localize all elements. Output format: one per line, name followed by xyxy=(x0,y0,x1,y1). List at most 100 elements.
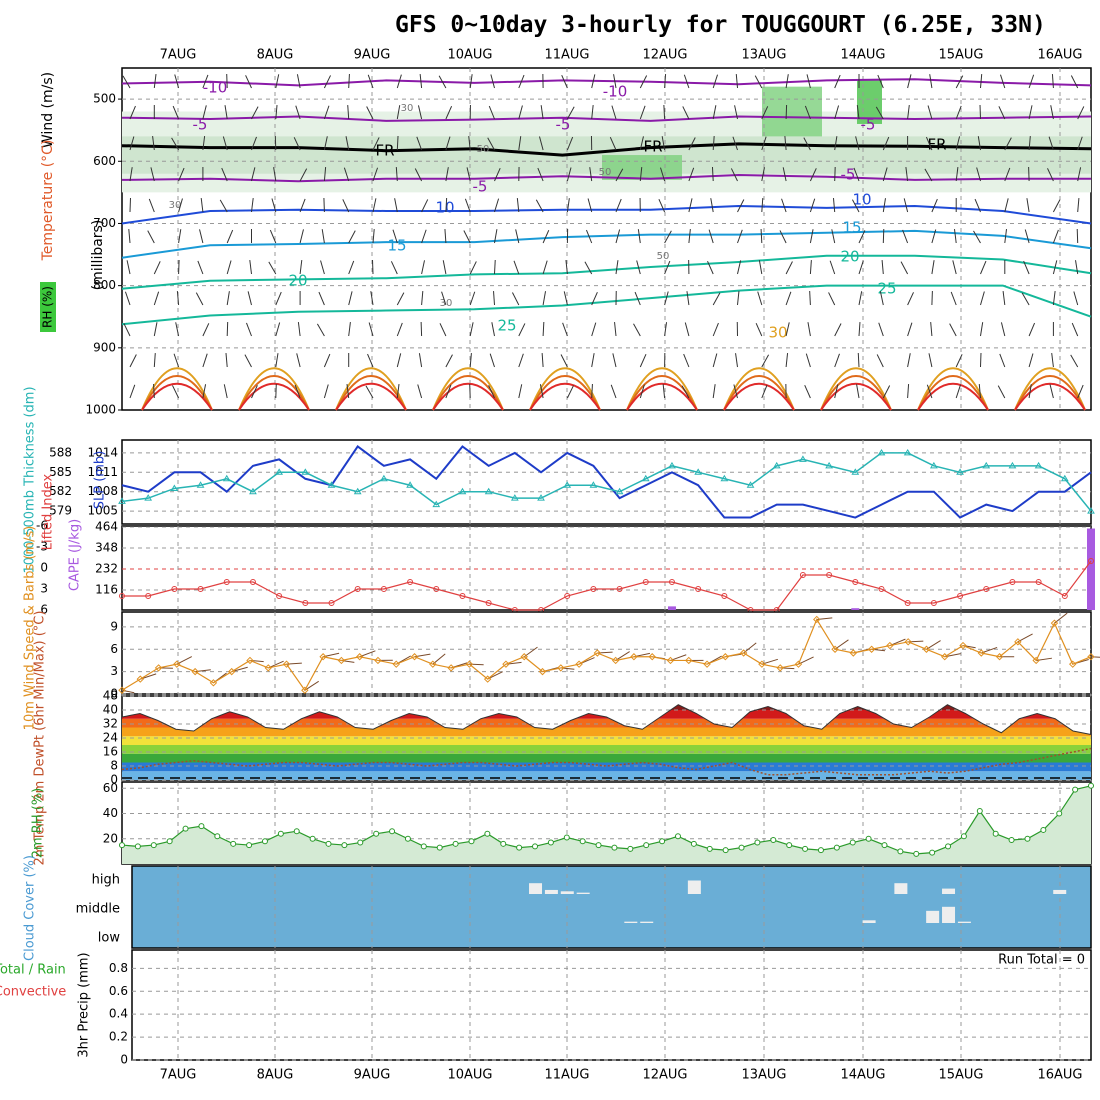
cape-tick-label: 464 xyxy=(95,520,118,534)
wind-barb xyxy=(610,384,617,399)
lifted-index-line xyxy=(122,560,1092,611)
wind-barb xyxy=(734,105,738,120)
wind-barb xyxy=(153,352,156,368)
thickness-marker xyxy=(982,461,991,469)
wind-barb xyxy=(396,292,405,306)
wind-barb xyxy=(737,229,743,244)
wind-barb xyxy=(490,74,495,89)
thickness-marker xyxy=(746,481,755,488)
panel-frame-precip xyxy=(131,949,1092,1061)
wind-speed-marker xyxy=(666,656,675,665)
warm-contour xyxy=(626,375,698,411)
wind-barb xyxy=(834,384,839,399)
thickness-marker xyxy=(1060,474,1069,482)
wind-barb xyxy=(395,166,398,182)
warm-contour xyxy=(432,375,504,411)
rh-marker xyxy=(659,838,666,845)
wind-barb xyxy=(952,260,957,275)
wind-barb xyxy=(299,198,306,213)
wind-barb xyxy=(488,385,495,399)
wind-barb xyxy=(421,229,427,244)
wind-barb xyxy=(584,261,593,275)
wind-barb xyxy=(831,229,836,244)
wind-speed-marker xyxy=(191,667,199,676)
thickness-marker xyxy=(903,448,912,456)
cloud-cover-bar xyxy=(942,906,956,923)
wind-barb xyxy=(683,353,690,368)
wind-barb xyxy=(348,260,355,275)
date-label-bottom: 15AUG xyxy=(938,1068,983,1083)
cape-bar xyxy=(1087,528,1095,610)
rh-marker xyxy=(913,850,920,857)
wind-barb xyxy=(345,136,350,151)
wind-barb-10m xyxy=(926,640,941,650)
wind-barb xyxy=(998,106,1006,120)
date-label-bottom: 10AUG xyxy=(447,1068,492,1083)
wind-barb xyxy=(275,322,281,337)
lifted-index-marker xyxy=(642,579,649,585)
rh-contour-label: 30 xyxy=(401,103,414,114)
wind-speed-marker xyxy=(118,686,126,694)
rh-marker xyxy=(643,842,650,849)
ylabel-pressure: (millibars) xyxy=(90,220,106,291)
wind-barb xyxy=(488,105,495,120)
lifted-index-marker xyxy=(904,600,911,606)
ylabel-cape: CAPE (J/kg) xyxy=(68,519,83,591)
wind-barb xyxy=(805,353,811,368)
date-label-top: 9AUG xyxy=(354,48,391,63)
ylabel-convective: Convective xyxy=(0,985,66,1000)
rh-marker xyxy=(1008,837,1015,844)
wind-barb xyxy=(491,322,495,337)
wind-speed-marker xyxy=(301,686,309,694)
wind-barb xyxy=(803,137,811,151)
thickness-marker xyxy=(720,474,729,482)
panel-frame-li xyxy=(121,525,1092,611)
wind-barb xyxy=(1028,105,1033,120)
wind-barb xyxy=(540,105,544,120)
date-label-bottom: 8AUG xyxy=(257,1068,294,1083)
contour-label: 20 xyxy=(288,272,307,290)
date-label-top: 15AUG xyxy=(938,48,983,63)
warm-contour xyxy=(432,382,504,411)
wind-speed-marker xyxy=(630,653,638,661)
wind-barb xyxy=(832,198,836,213)
wind-barb xyxy=(563,291,568,306)
rh-tick-label: 20 xyxy=(103,831,118,845)
wind-barb xyxy=(367,74,374,89)
contour-label: 25 xyxy=(497,317,516,335)
wind-speed-marker xyxy=(739,649,748,657)
wind-barb-10m xyxy=(798,656,814,665)
rh-marker xyxy=(579,838,586,845)
wind-barb xyxy=(275,105,278,120)
lifted-index-marker xyxy=(616,586,623,592)
wind-barb xyxy=(296,74,301,89)
wind-barb xyxy=(348,322,351,337)
wind-barb xyxy=(320,260,325,275)
wind-barb xyxy=(761,136,767,151)
wind-barb xyxy=(129,354,137,368)
wind-barb xyxy=(973,230,981,244)
rh-marker xyxy=(770,837,777,844)
wind-barb xyxy=(539,384,544,399)
wind-barb xyxy=(1077,198,1080,213)
wind-barb xyxy=(609,137,617,151)
li-tick-label: 3 xyxy=(40,582,48,596)
wind-barb xyxy=(172,385,180,399)
wind-barb xyxy=(980,322,984,337)
wind-barb xyxy=(661,136,666,151)
wind-barb xyxy=(147,230,155,244)
rh-marker xyxy=(246,842,253,849)
wind-barb xyxy=(124,291,131,306)
wind-barb xyxy=(438,75,447,89)
wind-barb xyxy=(809,290,811,306)
wind-barb xyxy=(445,167,449,182)
lifted-index-marker xyxy=(1088,558,1094,564)
wind-barb xyxy=(875,106,884,120)
wind-barb xyxy=(417,105,423,120)
wind-barb xyxy=(365,385,374,399)
wind-speed-marker xyxy=(959,641,967,650)
wind-barb xyxy=(273,167,277,182)
warm-contour xyxy=(238,367,310,411)
warm-contour xyxy=(335,382,407,411)
slp-line xyxy=(121,445,1092,519)
